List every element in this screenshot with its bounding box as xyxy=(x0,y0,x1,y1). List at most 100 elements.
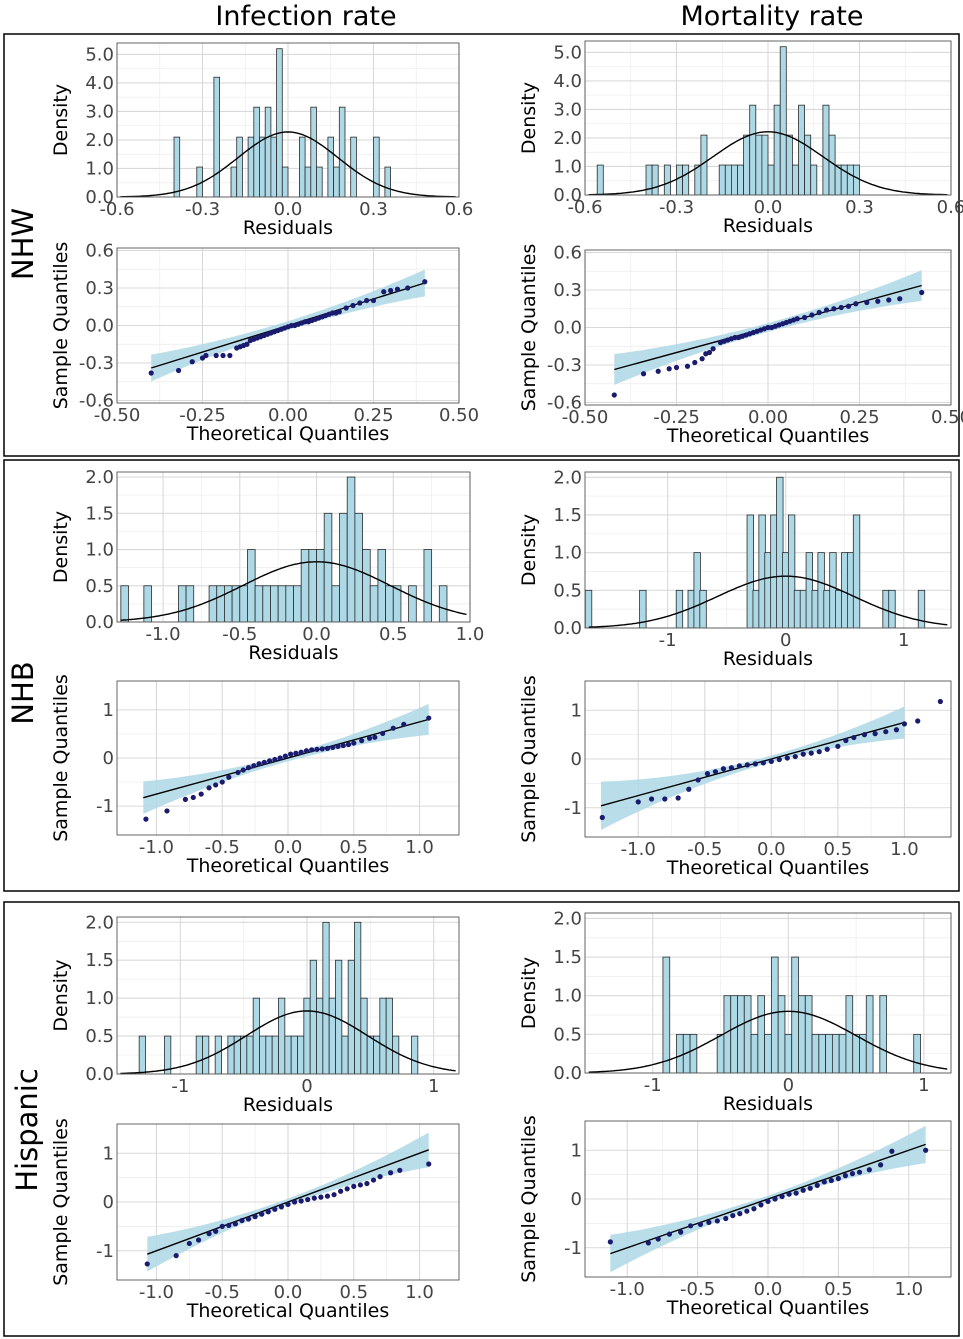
x-tick-label: -1 xyxy=(644,1075,662,1096)
x-axis-title: Theoretical Quantiles xyxy=(666,425,869,447)
normal-density-curve xyxy=(120,131,456,197)
qq-point xyxy=(388,1170,394,1176)
histogram-bar xyxy=(411,1035,419,1074)
qq-point xyxy=(351,740,357,746)
qq-point xyxy=(366,735,373,741)
x-tick-label: 1.0 xyxy=(456,624,485,645)
histogram-bar xyxy=(737,995,745,1073)
x-tick-label: -0.25 xyxy=(653,407,700,428)
y-tick-label: 2.0 xyxy=(85,912,114,933)
qq-point xyxy=(186,1240,192,1247)
qq-point xyxy=(765,1198,771,1205)
y-tick-label: 5.0 xyxy=(85,44,114,65)
x-tick-label: -1.0 xyxy=(610,1279,645,1300)
qq-point xyxy=(648,796,655,802)
histogram-bar xyxy=(822,104,830,195)
histogram-bar xyxy=(277,585,287,622)
histogram-bar xyxy=(164,1035,172,1074)
y-axis-title: Sample Quantiles xyxy=(518,1115,540,1283)
histogram-bar xyxy=(853,164,860,195)
y-tick-label: 0.5 xyxy=(553,580,582,601)
qq-point xyxy=(245,1216,252,1222)
histogram-bar xyxy=(724,164,732,195)
y-axis-title: Density xyxy=(518,514,540,586)
qq-point xyxy=(227,352,233,359)
x-tick-label: -0.5 xyxy=(222,624,257,645)
qq-point xyxy=(357,1182,363,1188)
x-tick-label: 1.0 xyxy=(894,1279,923,1300)
histogram-bar xyxy=(596,164,604,195)
x-tick-label: 0.5 xyxy=(339,1282,368,1303)
qq-point xyxy=(751,1206,757,1212)
x-tick-label: -0.25 xyxy=(179,405,226,426)
qq-point xyxy=(144,1261,150,1267)
qq-point xyxy=(828,1177,834,1184)
qq-point xyxy=(861,732,868,738)
normal-density-curve xyxy=(588,575,948,628)
qq-point xyxy=(866,1167,872,1173)
y-tick-label: 0.3 xyxy=(85,278,114,299)
qq-point xyxy=(807,1185,813,1191)
y-axis-title: Sample Quantiles xyxy=(50,674,72,842)
y-tick-label: 5.0 xyxy=(553,42,582,63)
qq-point xyxy=(923,1147,929,1153)
qq-point xyxy=(220,352,226,359)
qq-point xyxy=(784,755,790,761)
qq-point xyxy=(272,756,278,763)
histogram-bar xyxy=(138,1035,146,1074)
histogram-bar xyxy=(385,997,393,1074)
histogram-bar xyxy=(384,166,391,197)
histogram-bar xyxy=(328,997,336,1074)
histogram-bar xyxy=(246,1035,254,1074)
x-tick-label: 0.25 xyxy=(839,407,879,428)
histogram-bar xyxy=(322,921,330,1074)
qq-point xyxy=(345,741,352,748)
histogram-bar xyxy=(195,1035,203,1074)
qq-point xyxy=(816,749,822,755)
histogram-bar xyxy=(354,512,363,622)
histogram-bar xyxy=(792,164,799,195)
x-tick-label: 0.0 xyxy=(754,197,783,218)
panel-border xyxy=(116,42,460,198)
x-axis-title: Theoretical Quantiles xyxy=(186,423,389,445)
qq-point xyxy=(213,352,219,359)
histogram-bar xyxy=(749,104,757,195)
nhw-infection-hist-marks xyxy=(120,48,456,197)
histogram-bar xyxy=(392,1035,400,1074)
qq-point xyxy=(232,1221,238,1227)
group-box-hispanic xyxy=(3,901,960,1337)
histogram-bar xyxy=(770,956,779,1073)
qq-point xyxy=(673,364,680,371)
y-tick-label: -0.6 xyxy=(79,391,114,412)
histogram-bar xyxy=(743,134,751,195)
qq-point xyxy=(335,743,341,750)
qq-point xyxy=(251,763,257,769)
qq-point xyxy=(340,742,346,749)
y-tick-label: 0 xyxy=(571,1189,582,1210)
qq-point xyxy=(699,356,705,362)
x-tick-label: 1.0 xyxy=(890,839,919,860)
histogram-bar xyxy=(663,164,671,195)
qq-point xyxy=(288,751,294,757)
qq-point xyxy=(405,285,411,291)
qq-point xyxy=(886,297,892,303)
column-title-infection: Infection rate xyxy=(215,1,396,32)
qq-point xyxy=(370,297,377,304)
qq-point xyxy=(655,1236,661,1242)
x-axis-title: Residuals xyxy=(723,648,813,670)
hispanic-mortality-hist-marks xyxy=(588,956,948,1073)
histogram-bar xyxy=(265,1035,273,1074)
qq-point xyxy=(831,306,837,312)
histogram-bar xyxy=(214,1035,222,1074)
qq-point xyxy=(814,1182,820,1188)
histogram-bar xyxy=(639,589,647,628)
y-tick-label: 0.5 xyxy=(85,1026,114,1047)
qq-point xyxy=(695,777,701,783)
qq-point xyxy=(206,1231,212,1237)
histogram-bar xyxy=(917,589,926,628)
qq-point xyxy=(802,314,808,321)
y-tick-label: 1 xyxy=(103,1143,114,1164)
qq-point xyxy=(394,286,401,292)
y-tick-label: -1 xyxy=(564,1238,582,1259)
histogram-bar xyxy=(777,995,786,1073)
